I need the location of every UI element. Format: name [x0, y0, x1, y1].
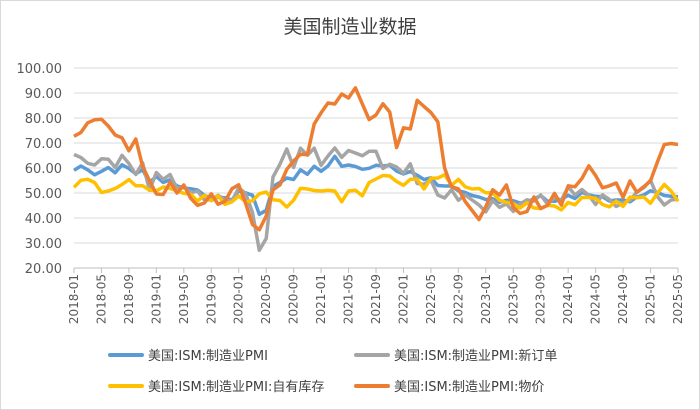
legend-swatch-inventories — [108, 383, 144, 388]
x-tick-label: 2020-09 — [287, 274, 301, 324]
legend-label-prices: 美国:ISM:制造业PMI:物价 — [394, 380, 545, 395]
x-tick-label: 2023-05 — [506, 274, 520, 324]
x-tick-label: 2025-01 — [644, 274, 658, 324]
x-tick-label: 2020-05 — [259, 274, 273, 324]
x-tick-label: 2024-05 — [589, 274, 603, 324]
legend-swatch-new-orders — [354, 352, 390, 357]
series-line-1 — [73, 146, 679, 253]
legend-swatch-prices — [354, 383, 390, 388]
x-tick-label: 2020-01 — [232, 274, 246, 324]
x-tick-label: 2019-01 — [149, 274, 163, 324]
x-tick-label: 2022-05 — [424, 274, 438, 324]
legend-item-inventories[interactable]: 美国:ISM:制造业PMI:自有库存 — [108, 376, 324, 395]
x-tick-label: 2023-01 — [479, 274, 493, 324]
x-tick-label: 2018-09 — [122, 274, 136, 324]
legend-swatch-pmi — [108, 352, 144, 357]
x-tick-label: 2024-09 — [616, 274, 630, 324]
x-tick-label: 2021-01 — [314, 274, 328, 324]
y-tick-label: 40.00 — [25, 212, 62, 227]
y-tick-label: 50.00 — [25, 187, 62, 202]
x-tick-label: 2021-05 — [342, 274, 356, 324]
y-tick-label: 60.00 — [25, 162, 62, 177]
x-tick-label: 2018-05 — [94, 274, 108, 324]
y-tick-label: 70.00 — [25, 137, 62, 152]
x-tick-label: 2022-01 — [396, 274, 410, 324]
x-tick-label: 2021-09 — [369, 274, 383, 324]
y-tick-label: 30.00 — [25, 237, 62, 252]
y-tick-label: 100.00 — [17, 62, 63, 77]
series-line-3 — [73, 86, 679, 232]
x-tick-label: 2019-09 — [204, 274, 218, 324]
legend-label-inventories: 美国:ISM:制造业PMI:自有库存 — [148, 380, 325, 395]
x-tick-label: 2023-09 — [534, 274, 548, 324]
legend-item-pmi[interactable]: 美国:ISM:制造业PMI — [108, 345, 268, 364]
legend-label-pmi: 美国:ISM:制造业PMI — [148, 349, 268, 364]
y-tick-label: 90.00 — [25, 87, 62, 102]
legend-item-new-orders[interactable]: 美国:ISM:制造业PMI:新订单 — [354, 345, 557, 364]
x-tick-label: 2019-05 — [177, 274, 191, 324]
y-tick-label: 80.00 — [25, 112, 62, 127]
y-tick-label: 20.00 — [25, 262, 62, 277]
x-tick-label: 2018-01 — [67, 274, 81, 324]
chart-title: 美国制造业数据 — [283, 16, 417, 38]
x-tick-label: 2024-01 — [561, 274, 575, 324]
legend-item-prices[interactable]: 美国:ISM:制造业PMI:物价 — [354, 376, 544, 395]
legend-label-new-orders: 美国:ISM:制造业PMI:新订单 — [394, 349, 558, 364]
x-tick-label: 2025-05 — [671, 274, 685, 324]
x-tick-label: 2022-09 — [451, 274, 465, 324]
